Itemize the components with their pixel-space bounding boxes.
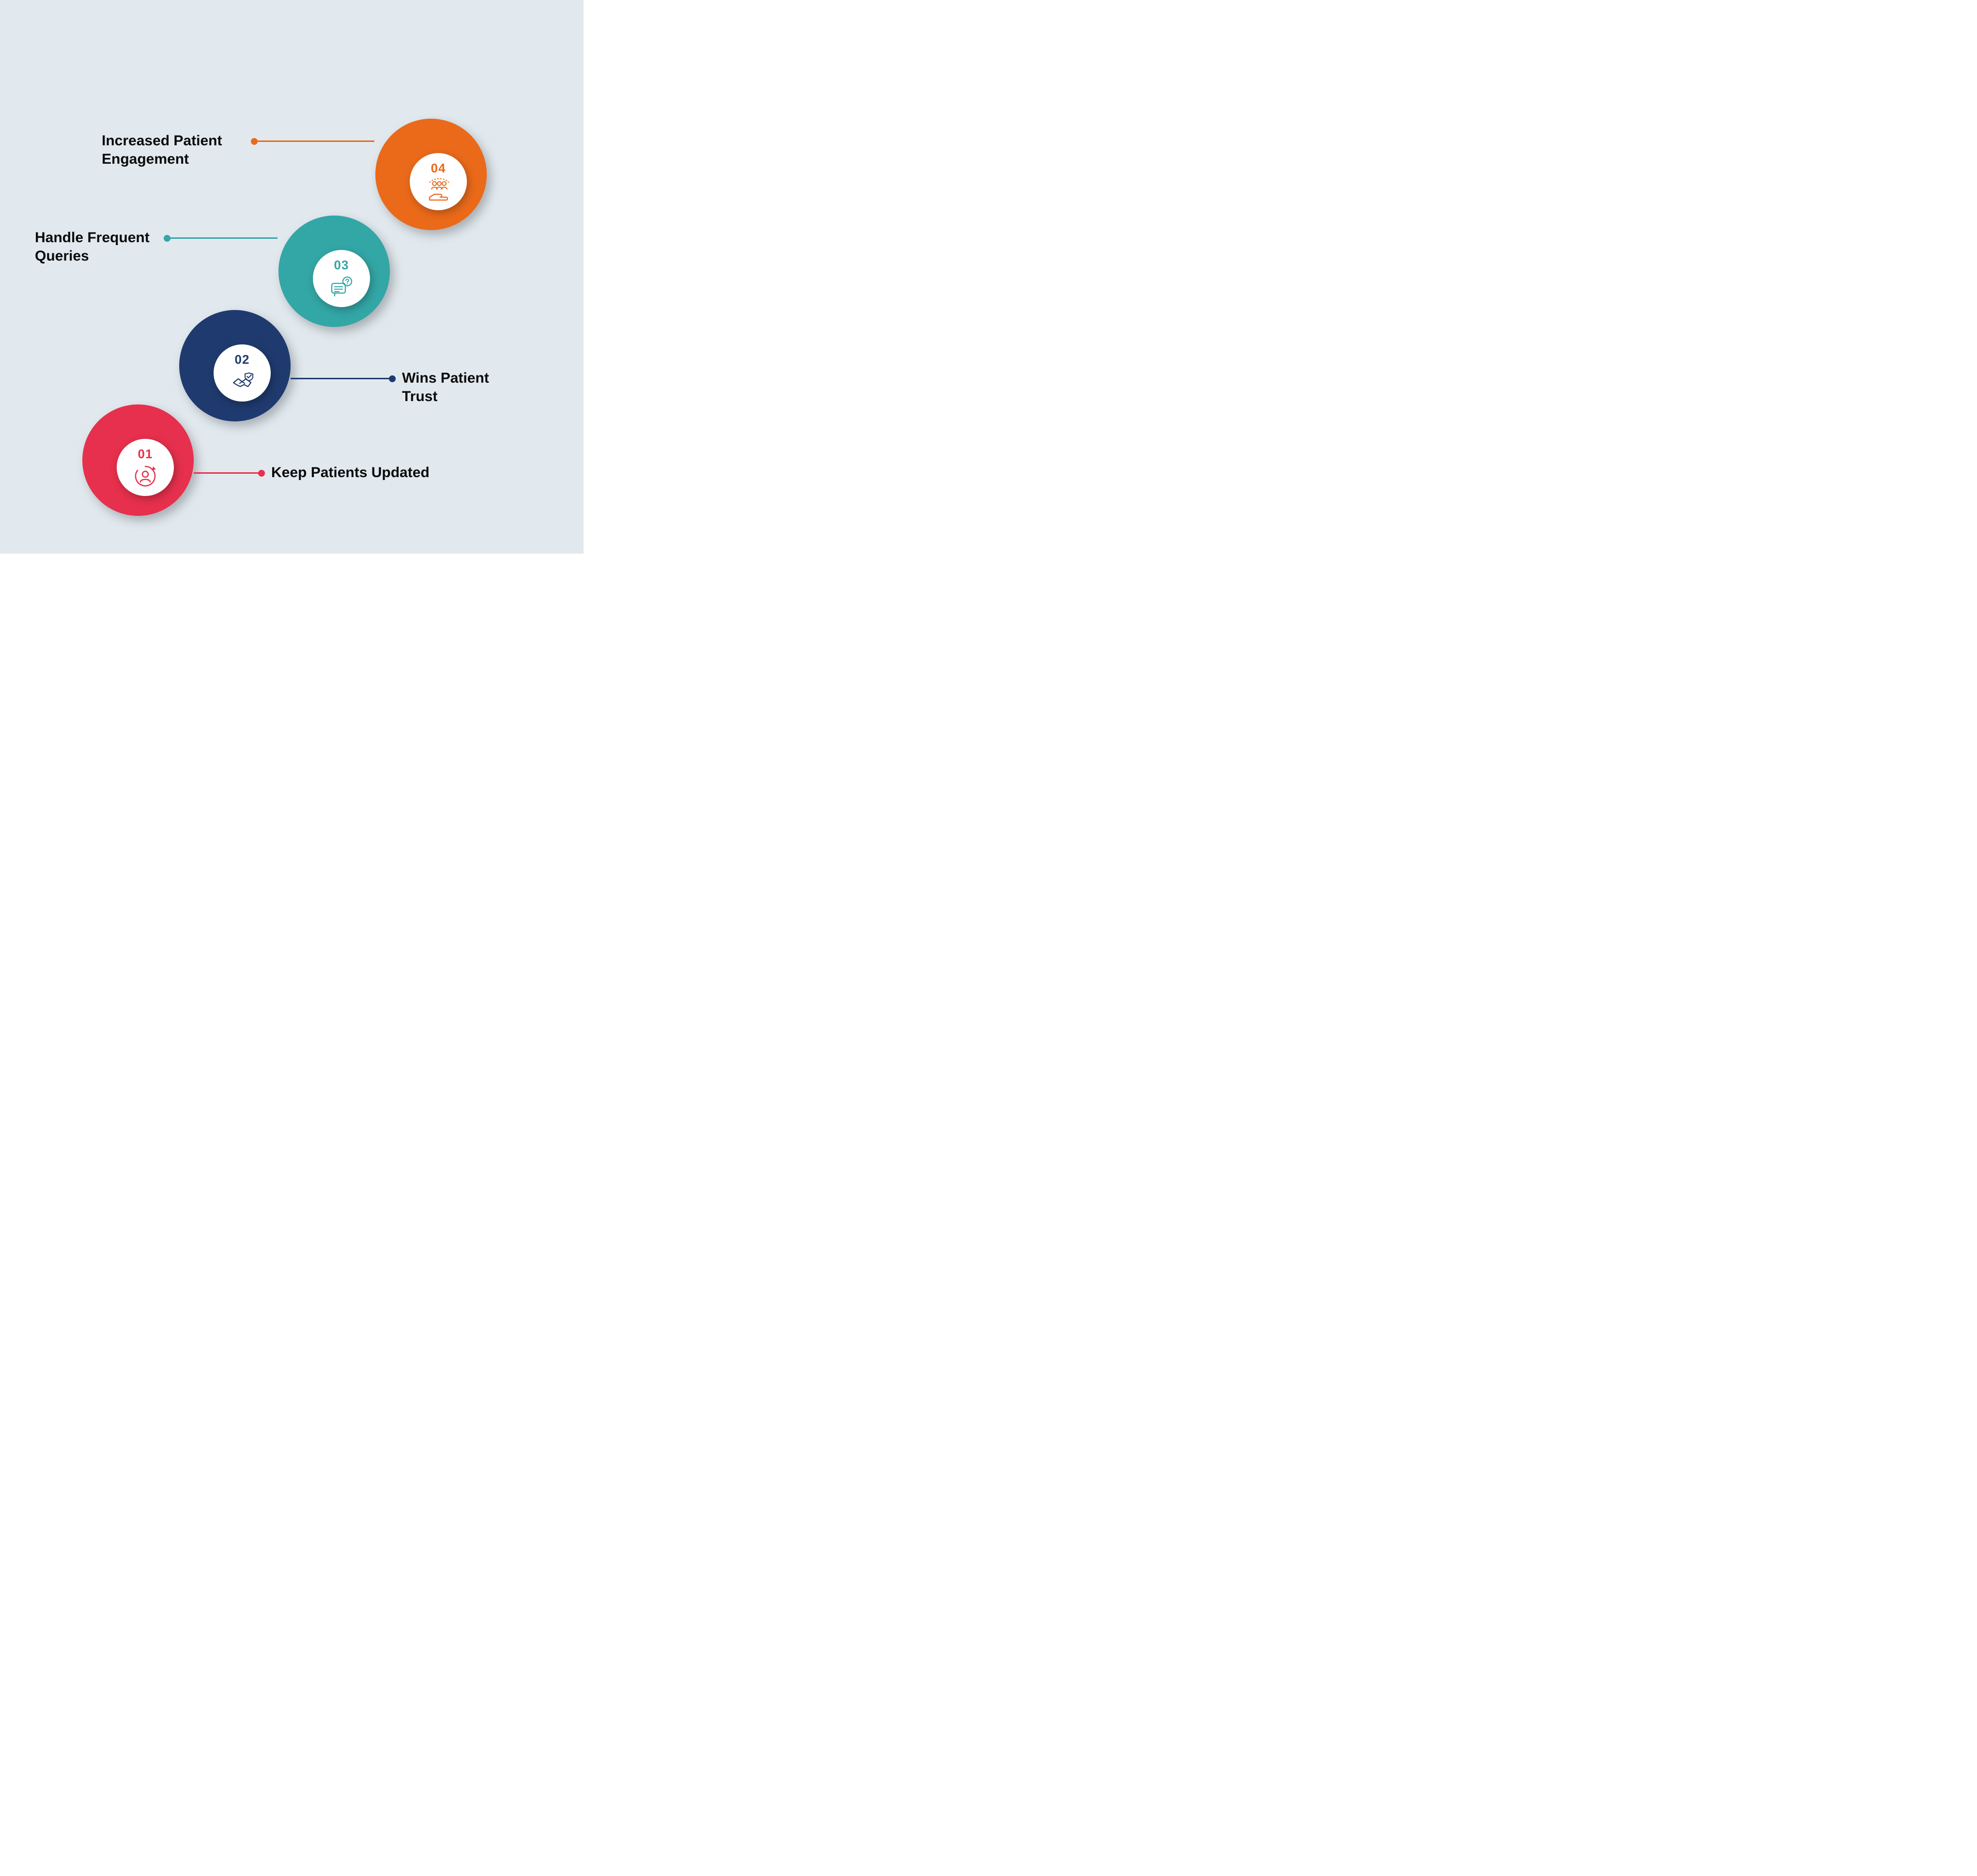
step-inner-02: 02 <box>214 344 271 402</box>
step-label-04: Increased Patient Engagement <box>102 132 257 168</box>
chat-question-icon <box>329 275 354 300</box>
connector-04 <box>254 140 374 142</box>
step-inner-01: 01 <box>117 439 174 496</box>
handshake-shield-icon <box>230 369 255 394</box>
connector-02 <box>291 378 392 379</box>
step-label-01: Keep Patients Updated <box>271 464 430 482</box>
chat-question-icon <box>329 275 354 300</box>
step-label-03: Handle Frequent Queries <box>35 229 180 265</box>
refresh-user-icon <box>133 464 158 489</box>
step-inner-03: 03 <box>313 250 370 307</box>
people-hand-icon <box>426 178 451 203</box>
connector-dot-01 <box>258 470 265 477</box>
refresh-user-icon <box>133 464 158 489</box>
step-label-02: Wins Patient Trust <box>402 369 509 405</box>
connector-dot-02 <box>389 375 396 382</box>
connector-03 <box>167 237 278 239</box>
infographic-stage: 01 Keep Patients Updated 02 Wins Patient … <box>0 0 584 554</box>
handshake-shield-icon <box>230 369 255 394</box>
people-hand-icon <box>426 178 451 203</box>
step-inner-04: 04 <box>410 153 467 210</box>
step-number-03: 03 <box>334 258 349 273</box>
step-number-01: 01 <box>138 447 153 462</box>
connector-01 <box>194 472 262 474</box>
step-number-02: 02 <box>235 352 250 367</box>
step-number-04: 04 <box>431 161 446 176</box>
